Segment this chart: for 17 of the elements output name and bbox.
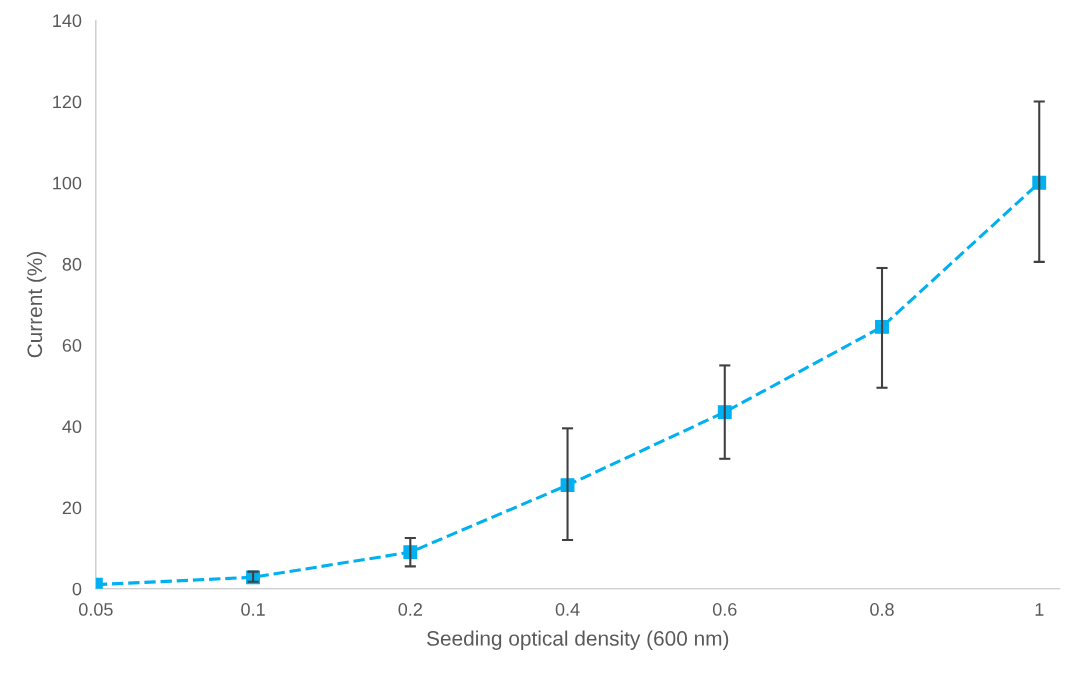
x-tick-label: 0.8 (870, 603, 894, 616)
x-tick-label: 0.2 (398, 603, 422, 616)
x-tick-label: 1 (1035, 603, 1044, 616)
y-tick-label: 100 (53, 176, 82, 190)
y-tick-label: 120 (53, 95, 82, 109)
y-tick-label: 20 (62, 501, 82, 515)
y-tick-label: 140 (53, 14, 82, 28)
y-tick-label: 0 (72, 582, 82, 596)
x-tick-label: 0.05 (78, 603, 113, 616)
x-tick-label: 0.1 (241, 603, 265, 616)
x-axis-title: Seeding optical density (600 nm) (427, 630, 729, 650)
x-tick-label: 0.4 (555, 603, 580, 616)
y-axis-title: Current (%) (26, 251, 47, 358)
y-tick-label: 60 (62, 339, 82, 352)
y-tick-label: 80 (62, 257, 82, 271)
y-tick-label: 40 (62, 420, 82, 434)
x-tick-label: 0.6 (712, 603, 737, 616)
